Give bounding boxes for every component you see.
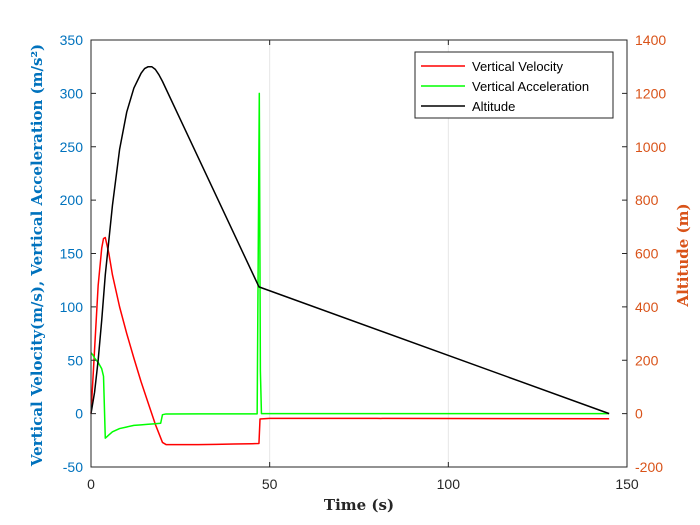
legend-label-velocity: Vertical Velocity [472, 59, 564, 74]
y-right-tick-label: 800 [635, 192, 659, 208]
y-right-tick-label: -200 [635, 459, 663, 475]
legend: Vertical Velocity Vertical Acceleration … [414, 51, 614, 119]
y-right-tick-label: 200 [635, 352, 659, 368]
y-left-tick-label: 300 [60, 85, 84, 101]
legend-label-altitude: Altitude [472, 99, 515, 114]
y-left-tick-label: 50 [67, 352, 83, 368]
vertical-velocity-line [90, 236, 610, 446]
y-left-tick-label: 100 [60, 299, 84, 315]
x-tick-label: 50 [262, 476, 278, 492]
legend-label-acceleration: Vertical Acceleration [472, 79, 589, 94]
y-axis-left-label: Vertical Velocity(m/s), Vertical Acceler… [28, 44, 46, 467]
y-left-tick-label: 0 [75, 406, 83, 422]
y-right-tick-label: 1400 [635, 32, 666, 48]
y-right-tick-label: 0 [635, 406, 643, 422]
x-tick-label: 0 [87, 476, 95, 492]
x-axis-label: Time (s) [324, 496, 394, 514]
legend-box [414, 51, 614, 119]
y-axis-right-label: Altitude (m) [674, 203, 692, 307]
ticks: 0 50 100 150-50050100150200250300350-200020… [60, 32, 667, 492]
x-tick-label: 100 [437, 476, 461, 492]
series-layer [90, 65, 610, 446]
y-left-tick-label: 250 [60, 139, 84, 155]
y-right-tick-label: 1200 [635, 85, 666, 101]
x-tick-label: 150 [615, 476, 639, 492]
y-right-tick-label: 600 [635, 246, 659, 262]
y-right-tick-label: 400 [635, 299, 659, 315]
y-left-tick-label: 200 [60, 192, 84, 208]
altitude-line [90, 65, 610, 415]
y-right-tick-label: 1000 [635, 139, 666, 155]
y-left-tick-label: 150 [60, 246, 84, 262]
vertical-acceleration-line [90, 92, 610, 439]
y-left-tick-label: -50 [63, 459, 83, 475]
y-left-tick-label: 350 [60, 32, 84, 48]
